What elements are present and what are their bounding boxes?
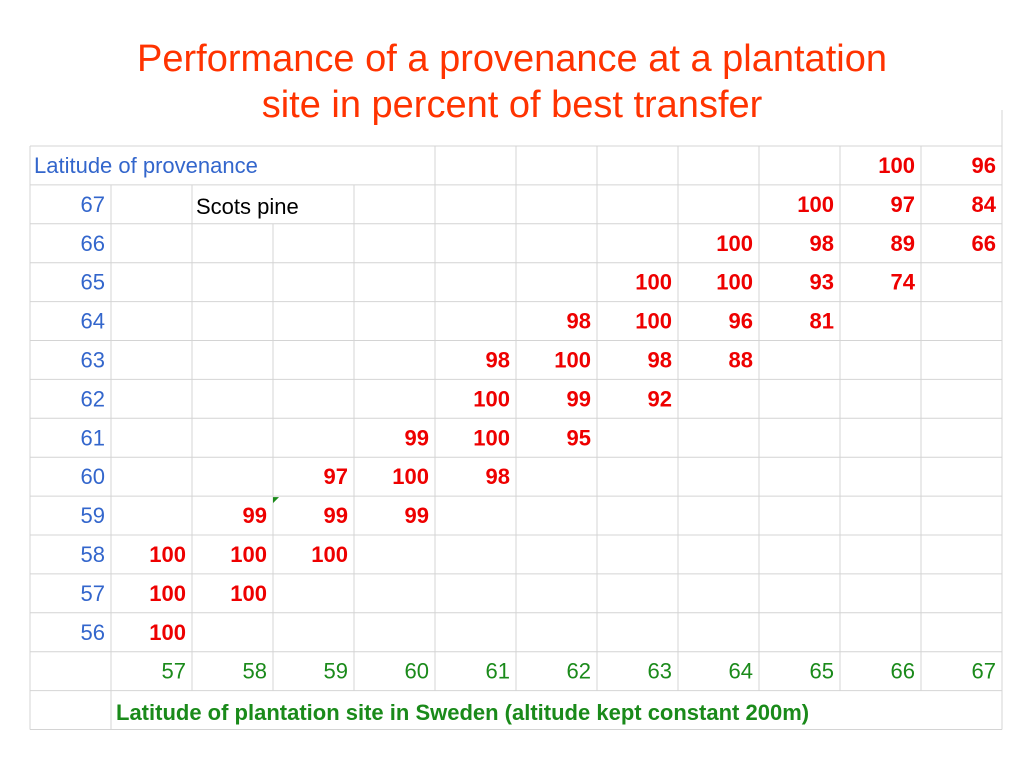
performance-value: 100 [473,425,510,450]
provenance-label: 64 [81,309,105,334]
performance-value: 100 [554,348,591,373]
performance-value: 100 [635,270,672,295]
title-line-1: Performance of a provenance at a plantat… [137,38,887,80]
site-latitude-label: 63 [648,659,672,684]
comment-marker-icon [273,497,279,504]
slide-title: Performance of a provenance at a plantat… [0,36,1024,128]
site-latitude-label: 65 [810,659,834,684]
performance-value: 100 [797,192,834,217]
title-line-2: site in percent of best transfer [261,84,763,126]
performance-value: 89 [891,231,915,256]
performance-value: 81 [810,309,834,334]
performance-value: 100 [149,581,186,606]
performance-value: 84 [972,192,997,217]
site-latitude-label: 59 [324,659,348,684]
performance-value: 88 [729,348,753,373]
performance-value: 93 [810,270,834,295]
species-label: Scots pine [196,194,299,219]
performance-value: 98 [810,231,834,256]
provenance-label: 62 [81,386,105,411]
performance-value: 100 [230,542,267,567]
performance-value: 97 [891,192,915,217]
performance-value: 100 [311,542,348,567]
site-latitude-label: 64 [729,659,753,684]
provenance-label: 66 [81,231,105,256]
performance-value: 99 [405,425,429,450]
provenance-label: 67 [81,192,105,217]
plantation-site-axis-label: Latitude of plantation site in Sweden (a… [116,700,809,725]
performance-value: 66 [972,231,996,256]
provenance-label: 61 [81,425,105,450]
performance-value: 100 [149,620,186,645]
provenance-label: 58 [81,542,105,567]
performance-value: 100 [392,464,429,489]
provenance-label: 59 [81,503,105,528]
performance-value: 97 [324,464,348,489]
performance-value: 100 [716,231,753,256]
table-cells: 100 96 67 100 97 84 66 100 98 89 66 65 100 100 93 74 64 9… [81,153,997,684]
site-latitude-label: 60 [405,659,429,684]
provenance-label: 63 [81,348,105,373]
performance-value: 98 [486,348,510,373]
performance-value: 96 [729,309,753,334]
performance-value: 99 [567,386,591,411]
provenance-label: 56 [81,620,105,645]
site-latitude-label: 57 [162,659,186,684]
provenance-label: 60 [81,464,105,489]
performance-value: 100 [716,270,753,295]
site-latitude-label: 58 [243,659,267,684]
performance-value: 100 [635,309,672,334]
site-latitude-label: 61 [486,659,510,684]
performance-value: 100 [230,581,267,606]
provenance-label: 65 [81,270,105,295]
site-latitude-label: 66 [891,659,915,684]
performance-value: 100 [473,386,510,411]
performance-value: 74 [891,270,916,295]
performance-value: 95 [567,425,591,450]
performance-value: 99 [243,503,267,528]
site-latitude-label: 62 [567,659,591,684]
provenance-axis-label: Latitude of provenance [34,153,258,178]
provenance-label: 57 [81,581,105,606]
performance-value: 98 [567,309,591,334]
performance-value: 96 [972,153,996,178]
table-grid [29,110,1003,730]
performance-value: 99 [405,503,429,528]
performance-value: 98 [648,348,672,373]
performance-value: 99 [324,503,348,528]
performance-value: 92 [648,386,672,411]
site-latitude-label: 67 [972,659,996,684]
performance-value: 100 [878,153,915,178]
performance-value: 100 [149,542,186,567]
performance-value: 98 [486,464,510,489]
